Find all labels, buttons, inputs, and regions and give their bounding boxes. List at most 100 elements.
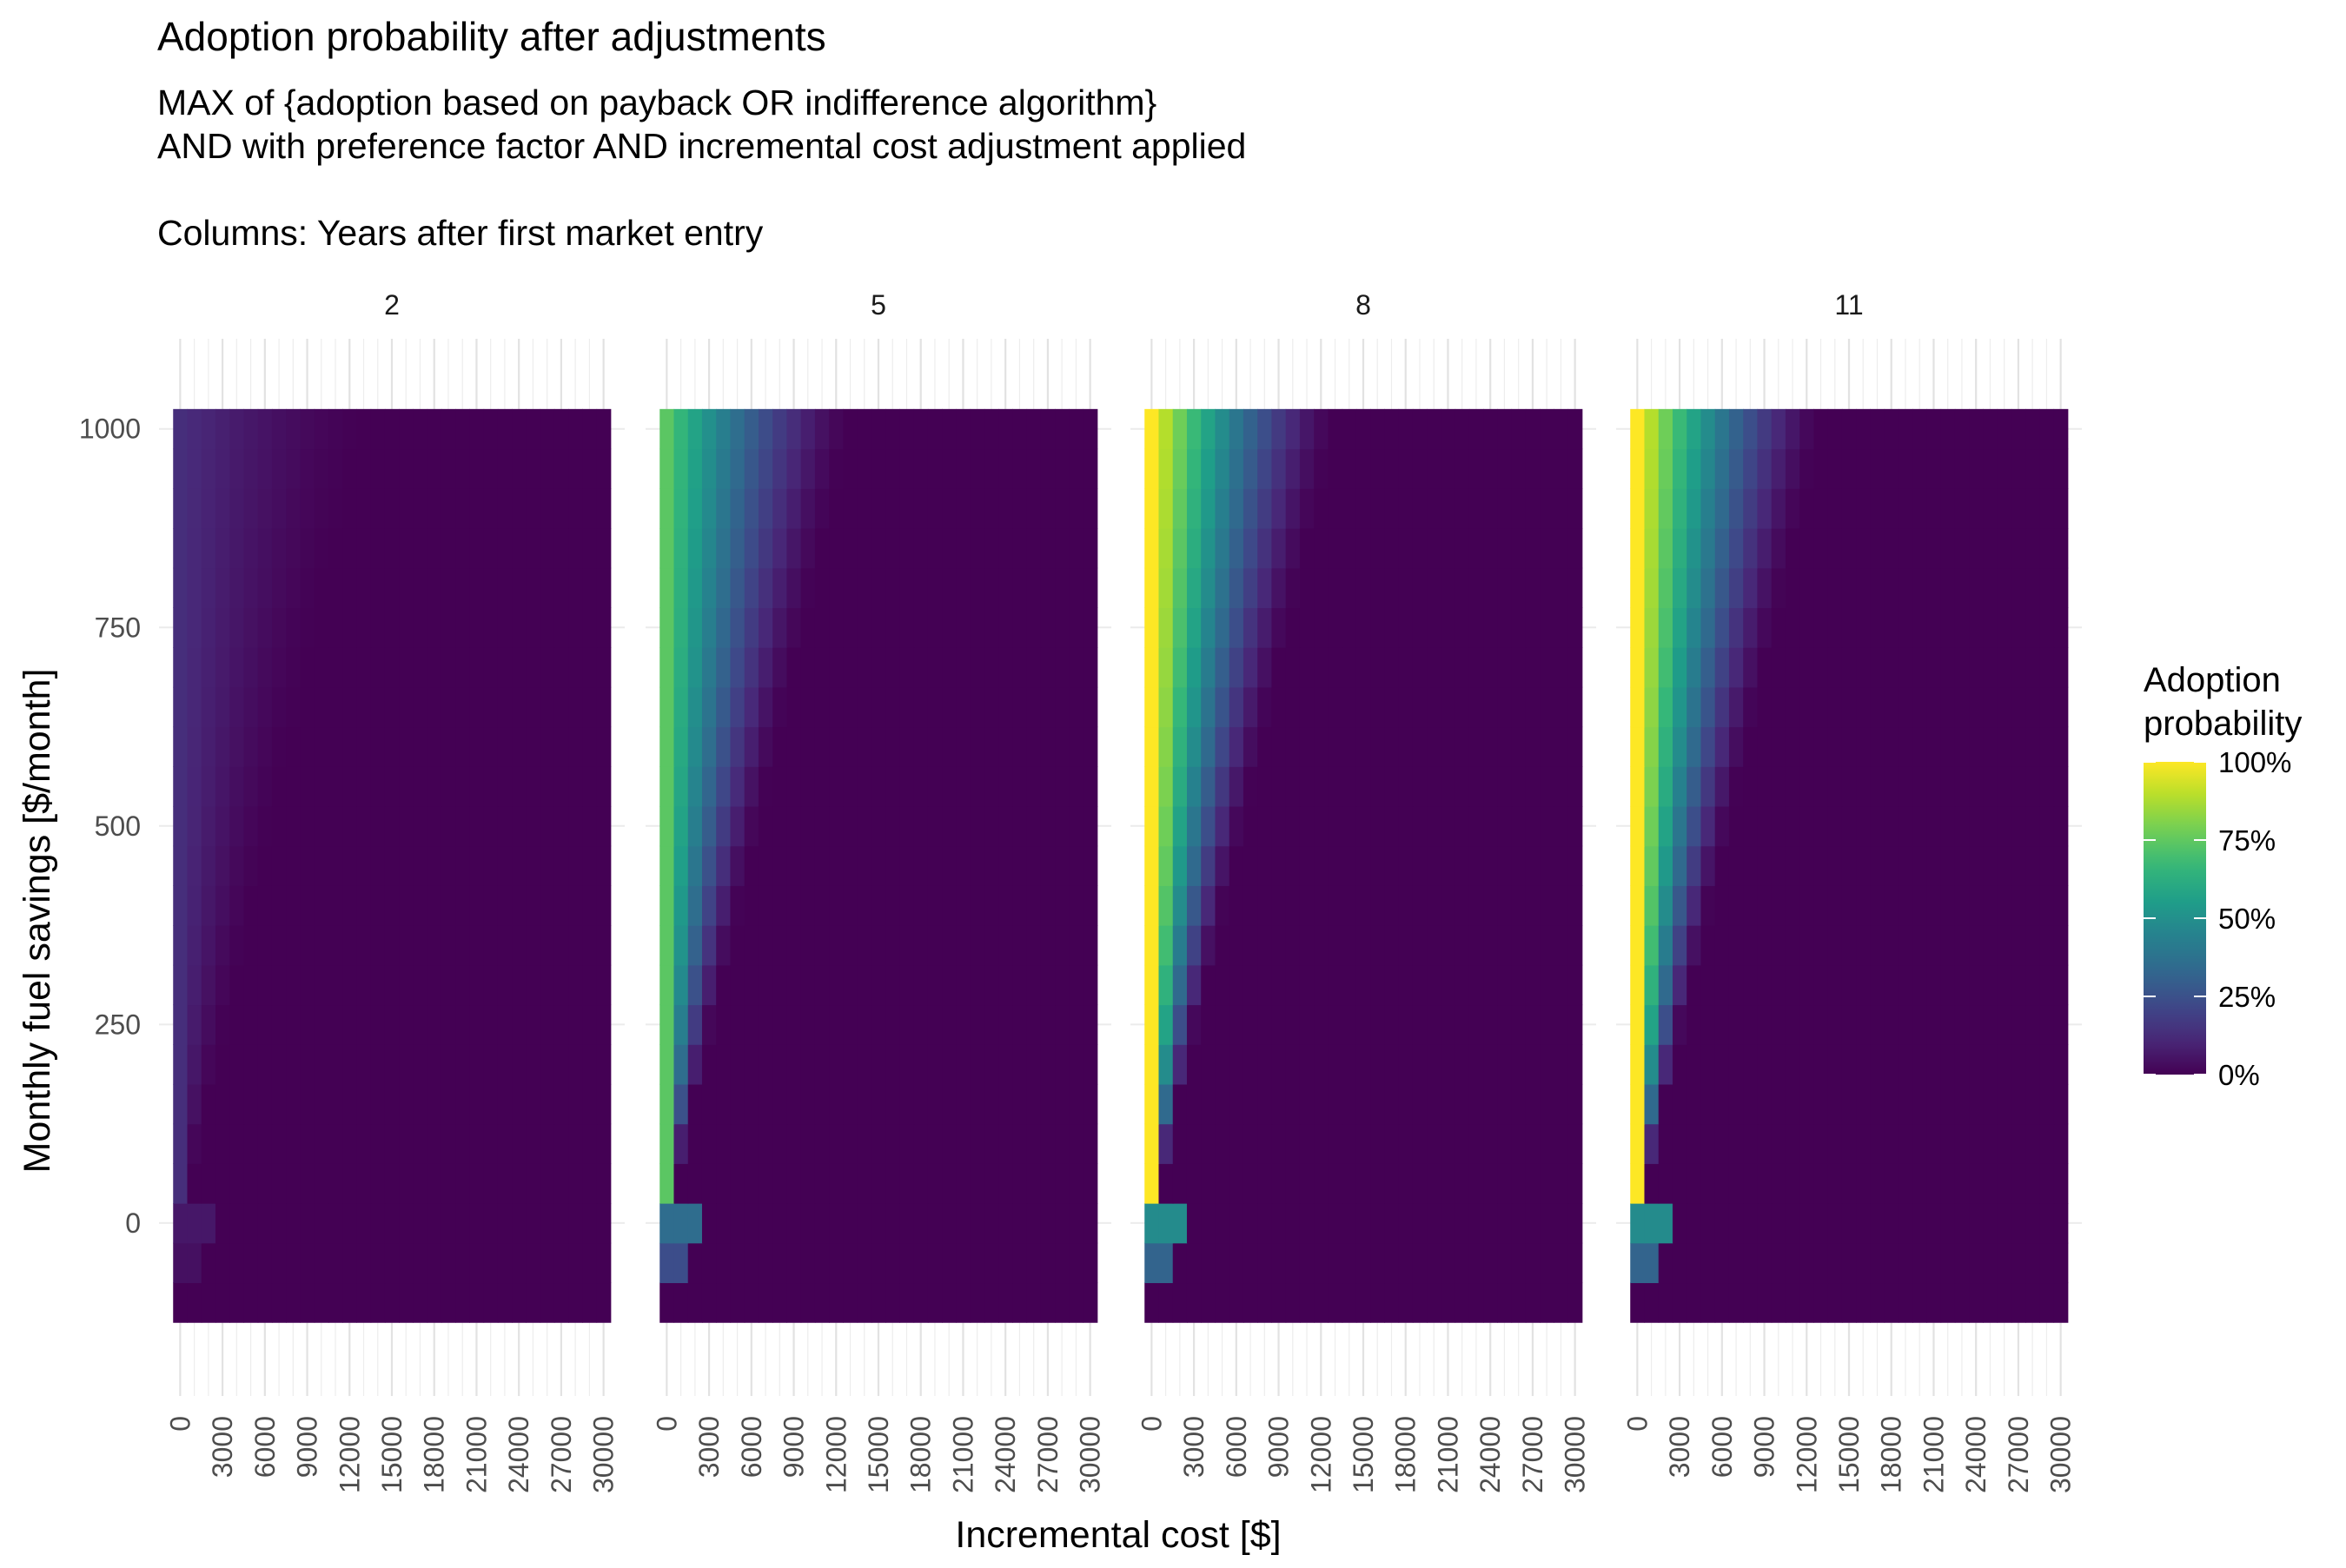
heatmap-cell [1997,408,2012,450]
heatmap-cell [1271,1004,1287,1045]
heatmap-cell [469,607,485,648]
heatmap-cell [187,527,202,569]
heatmap-cell [1026,448,1042,489]
heatmap-cell [1243,1163,1258,1204]
heatmap-cell [1743,885,1759,926]
heatmap-cell [314,1123,329,1164]
heatmap-cell [1525,964,1541,1006]
heatmap-cell [1969,408,1984,450]
heatmap-cell [1172,964,1188,1006]
heatmap-cell [871,448,886,489]
heatmap-cell [1898,607,1913,648]
heatmap-cell [173,607,189,648]
heatmap-cell [1355,1083,1371,1125]
heatmap-cell [1186,805,1202,847]
heatmap-cell [786,448,802,489]
heatmap-cell [1827,1282,1843,1323]
heatmap-cell [201,925,216,966]
heatmap-cell [455,925,470,966]
heatmap-cell [1370,805,1385,847]
heatmap-cell [1186,686,1202,728]
heatmap-cell [1172,1203,1188,1244]
heatmap-cell [201,964,216,1006]
heatmap-cell [956,408,971,450]
heatmap-cell [483,1123,499,1164]
heatmap-cell [899,885,915,926]
heatmap-cell [229,1004,245,1045]
heatmap-cells [1630,408,2069,1323]
heatmap-cell [1455,726,1470,767]
heatmap-cell [701,567,717,608]
heatmap-cell [2039,408,2055,450]
heatmap-cell [187,1242,202,1284]
heatmap-cell [1813,766,1829,807]
heatmap-cell [455,567,470,608]
heatmap-cell [2011,1282,2026,1323]
heatmap-cell [399,1242,414,1284]
heatmap-cell [469,766,485,807]
heatmap-cell [1884,1203,1899,1244]
heatmap-cell [1427,1123,1441,1164]
heatmap-cell [716,1242,732,1284]
heatmap-cell [814,448,830,489]
heatmap-cell [927,1083,943,1125]
heatmap-cell [1172,766,1188,807]
heatmap-cell [1969,686,1984,728]
heatmap-cell [1884,805,1899,847]
heatmap-cell [1757,885,1773,926]
heatmap-cell [1215,1123,1230,1164]
heatmap-cell [984,1282,999,1323]
heatmap-cell [1455,1083,1470,1125]
heatmap-cell [1040,1123,1056,1164]
heatmap-cell [1658,448,1673,489]
heatmap-cell [871,805,886,847]
heatmap-cell [427,1004,442,1045]
heatmap-cell [1012,647,1028,688]
heatmap-cell [553,686,569,728]
heatmap-cell [1983,925,1998,966]
heatmap-cell [942,1163,957,1204]
heatmap-cell [1328,845,1343,886]
heatmap-cell [427,408,442,450]
facet-panel-8: 80 3000 6000 9000 12000 15000 18000 21000 24000 2… [1130,289,1596,1493]
heatmap-cell [173,1282,189,1323]
heatmap-cell [1658,567,1673,608]
heatmap-cell [1567,1163,1583,1204]
heatmap-cell [970,925,985,966]
heatmap-cell [2053,726,2069,767]
heatmap-cell [455,488,470,529]
heatmap-cell [540,726,555,767]
heatmap-cell [1644,686,1660,728]
heatmap-cell [1083,1083,1098,1125]
heatmap-cell [1257,567,1273,608]
heatmap-cell [1026,1242,1042,1284]
heatmap-cell [927,1282,943,1323]
heatmap-cell [1954,1123,1970,1164]
heatmap-cell [1757,1083,1773,1125]
heatmap-cell [540,805,555,847]
heatmap-cell [716,647,732,688]
heatmap-cell [659,607,675,648]
heatmap-cell [568,964,583,1006]
heatmap-cell [1229,647,1244,688]
heatmap-cell [1757,726,1773,767]
heatmap-cell [1870,925,1885,966]
heatmap-cell [553,1242,569,1284]
facet-panel-5: 50 3000 6000 9000 12000 15000 18000 21000 24000 2… [646,289,1111,1493]
heatmap-cell [871,1083,886,1125]
heatmap-cell [1771,1004,1786,1045]
facet-panel-11: 110 3000 6000 9000 12000 15000 18000 21000 24000… [1616,289,2082,1493]
heatmap-cell [526,567,541,608]
heatmap-cell [829,845,844,886]
heatmap-cell [1954,647,1970,688]
heatmap-cells [1144,408,1583,1323]
heatmap-cell [857,527,872,569]
heatmap-cell [328,647,343,688]
heatmap-cell [1257,964,1273,1006]
heatmap-cell [1412,686,1428,728]
heatmap-cell [2053,408,2069,450]
heatmap-cell [1841,766,1857,807]
heatmap-cell [1342,1242,1357,1284]
heatmap-cell [1243,408,1258,450]
heatmap-cell [744,647,759,688]
